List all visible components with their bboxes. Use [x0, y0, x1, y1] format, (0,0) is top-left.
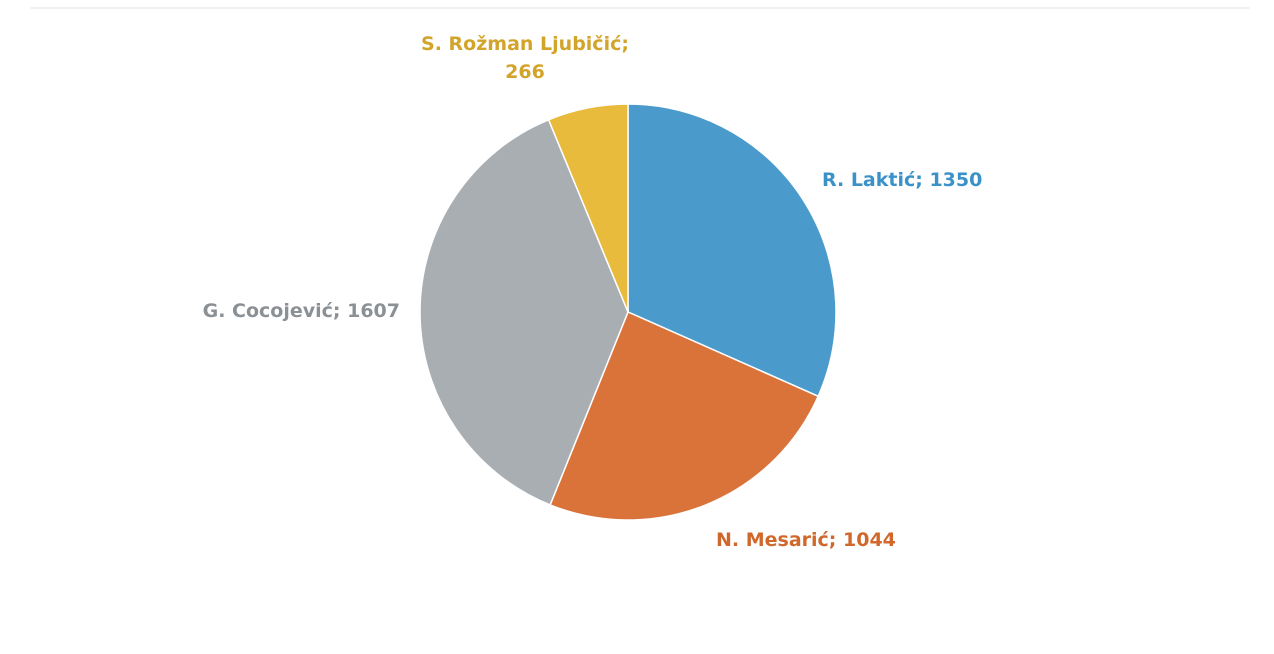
- data-label: N. Mesarić; 1044: [716, 529, 896, 551]
- pie-slice: [419, 118, 629, 506]
- pie-slice: [627, 103, 837, 398]
- pie-slice: [549, 311, 820, 521]
- data-label: G. Cocojević; 1607: [202, 300, 400, 322]
- data-label: R. Laktić; 1350: [822, 169, 983, 191]
- data-label: S. Rožman Ljubičić; 266: [421, 33, 629, 83]
- pie-slice: [547, 103, 629, 313]
